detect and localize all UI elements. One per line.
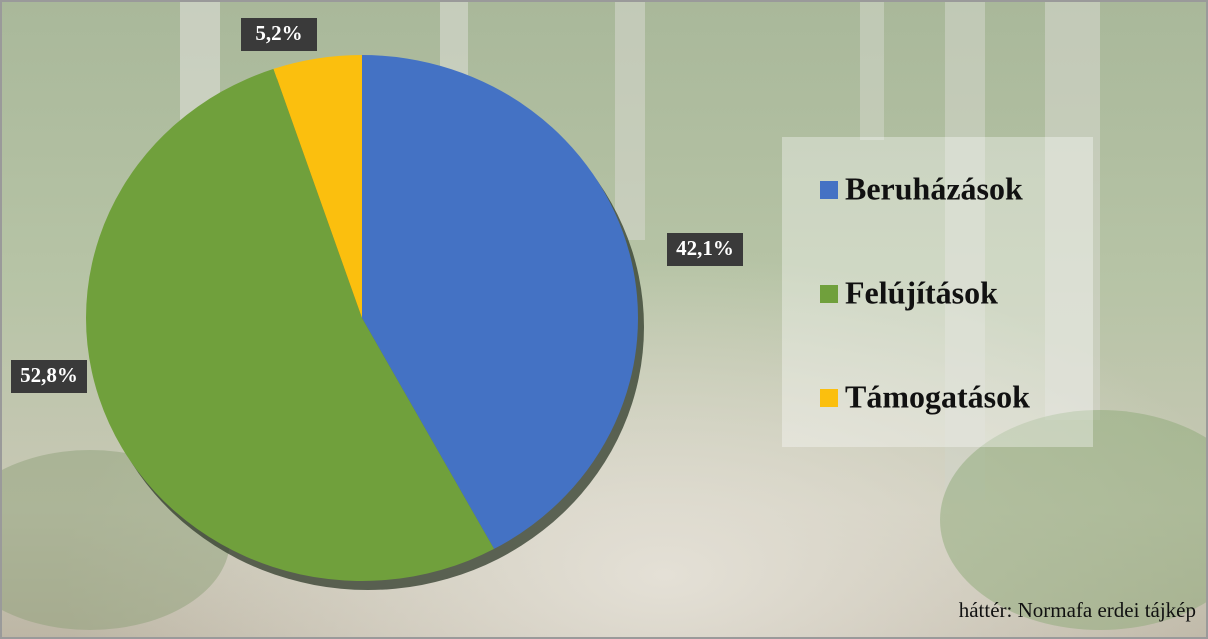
pie-slice	[362, 55, 638, 549]
data-label-box	[241, 18, 317, 51]
legend: Beruházások Felújítások Támogatások	[820, 170, 1030, 414]
pie-slice	[273, 55, 362, 318]
legend-label: Felújítások	[845, 274, 998, 310]
legend-swatch	[820, 389, 838, 407]
legend-label: Beruházások	[845, 170, 1023, 206]
data-label: 5,2%	[255, 21, 302, 45]
legend-swatch	[820, 285, 838, 303]
data-labels: 42,1% 52,8% 5,2%	[11, 18, 743, 393]
legend-label: Támogatások	[845, 378, 1030, 414]
pie	[85, 55, 644, 590]
annotation: háttér: Normafa erdei tájkép	[959, 598, 1196, 622]
data-label-box	[667, 233, 743, 266]
data-label: 42,1%	[676, 236, 734, 260]
data-label: 52,8%	[20, 363, 78, 387]
legend-swatch	[820, 181, 838, 199]
data-label-box	[11, 360, 87, 393]
pie-slice	[85, 68, 495, 582]
